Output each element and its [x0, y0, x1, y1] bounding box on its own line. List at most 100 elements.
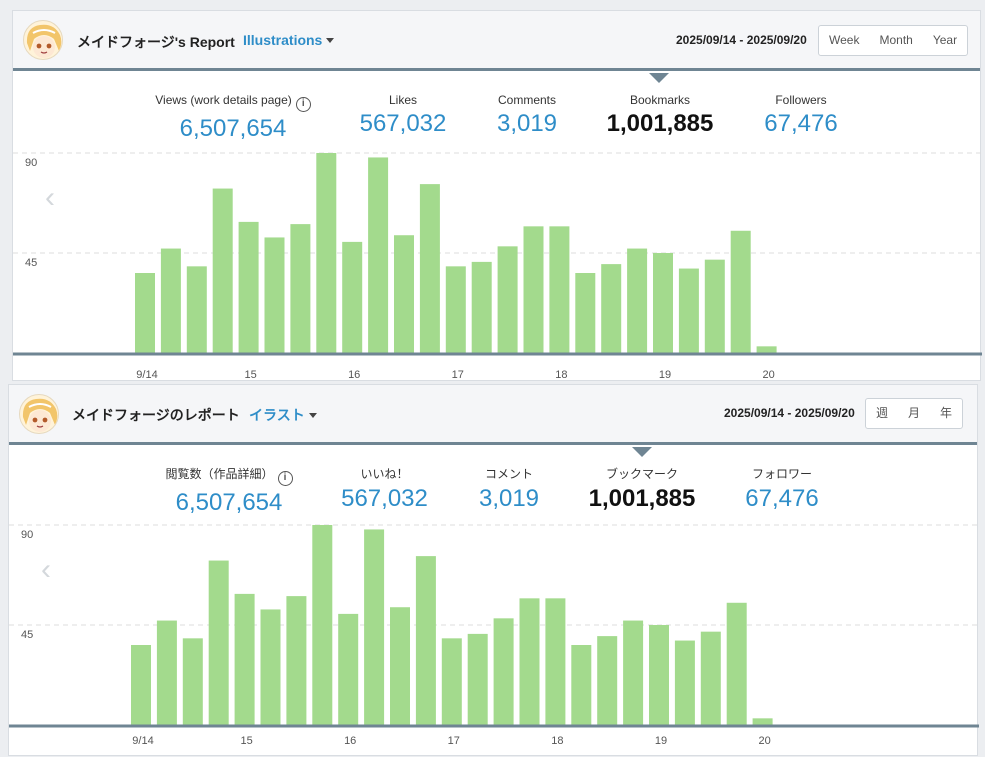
metric-value: 6,507,654	[175, 489, 283, 516]
metric-label: Views (work details page) i	[143, 93, 323, 112]
chevron-left-icon[interactable]: ‹	[45, 181, 55, 214]
chart-bar[interactable]	[549, 226, 570, 353]
chart-bar[interactable]	[368, 157, 389, 353]
chart-bar[interactable]	[390, 607, 410, 725]
chart-bar[interactable]	[316, 153, 337, 353]
chart-bar[interactable]	[471, 261, 492, 353]
chart-bar[interactable]	[264, 237, 285, 353]
period-month-button[interactable]: Month	[879, 33, 913, 47]
metric-followers[interactable]: Followers 67,476	[746, 93, 856, 138]
info-icon[interactable]: i	[295, 97, 311, 112]
avatar[interactable]	[23, 20, 63, 60]
x-tick-label: 9/14	[132, 735, 154, 747]
chart-bar[interactable]	[575, 273, 596, 353]
metric-likes[interactable]: Likes 567,032	[343, 93, 463, 138]
metric-label: Followers	[775, 93, 827, 107]
x-tick-label: 16	[348, 369, 361, 381]
x-tick-label: 17	[451, 369, 464, 381]
chart-bar[interactable]	[545, 598, 566, 725]
chart-bar[interactable]	[445, 266, 466, 353]
chart-bar[interactable]	[156, 620, 177, 725]
chart-bar[interactable]	[131, 645, 151, 725]
chart-bar[interactable]	[519, 598, 540, 725]
chart-bar[interactable]	[394, 235, 414, 353]
chart-bar[interactable]	[182, 638, 203, 725]
chart-bar[interactable]	[186, 266, 207, 353]
period-year-button[interactable]: 年	[940, 406, 953, 420]
chevron-left-icon[interactable]: ‹	[41, 553, 51, 586]
chart-bar[interactable]	[597, 636, 618, 725]
chart-bar[interactable]	[467, 633, 488, 725]
date-range: 2025/09/14 - 2025/09/20	[676, 33, 807, 47]
chart-bar[interactable]	[234, 593, 255, 725]
chart-bar[interactable]	[700, 631, 721, 725]
metric-value: 567,032	[359, 110, 447, 137]
metric-views[interactable]: Views (work details page) i 6,507,654	[143, 93, 323, 143]
avatar[interactable]	[19, 394, 59, 434]
chart-bar[interactable]	[497, 246, 518, 353]
chart-bar[interactable]	[752, 718, 773, 725]
period-week-button[interactable]: 週	[876, 406, 889, 420]
period-week-button[interactable]: Week	[829, 33, 860, 47]
chart-bar[interactable]	[212, 188, 233, 353]
chart-bar[interactable]	[627, 248, 648, 353]
period-month-button[interactable]: 月	[908, 406, 921, 420]
chart-bar[interactable]	[312, 525, 333, 725]
chart-bar[interactable]	[756, 346, 777, 353]
report-title: メイドフォージ's Report	[77, 34, 235, 50]
chart-bar[interactable]	[160, 248, 181, 353]
chart-bar[interactable]	[238, 221, 259, 353]
chart-bar[interactable]	[601, 264, 622, 353]
metric-label-text: 閲覧数（作品詳細）	[165, 467, 274, 481]
x-tick-label: 20	[762, 369, 775, 381]
chart-bar[interactable]	[726, 602, 747, 725]
metric-bookmarks[interactable]: Bookmarks 1,001,885	[595, 93, 725, 138]
category-dropdown[interactable]: Illustrations	[243, 32, 335, 48]
report-panel-english: メイドフォージ's Report Illustrations 2025/09/1…	[12, 10, 982, 381]
metric-comments[interactable]: コメント 3,019	[459, 465, 559, 513]
chart-bar[interactable]	[286, 596, 307, 725]
chart-bar[interactable]	[415, 556, 436, 725]
chart-bar[interactable]	[260, 609, 281, 725]
metric-bookmarks[interactable]: ブックマーク 1,001,885	[577, 465, 707, 513]
x-tick-label: 19	[654, 735, 668, 747]
metric-value: 3,019	[478, 485, 540, 512]
period-switcher: Week Month Year	[818, 25, 969, 56]
chart-bar[interactable]	[704, 259, 725, 353]
category-dropdown[interactable]: イラスト	[249, 405, 317, 425]
period-year-button[interactable]: Year	[932, 33, 958, 47]
x-tick-label: 18	[551, 735, 564, 747]
y-tick-label: 90	[21, 529, 34, 541]
chart-bar[interactable]	[290, 224, 311, 353]
chart-bar[interactable]	[571, 645, 592, 725]
chart-bar[interactable]	[493, 618, 514, 725]
caret-down-icon	[326, 38, 335, 43]
x-tick-label: 15	[244, 369, 257, 381]
chart-bar[interactable]	[674, 640, 695, 725]
selected-metric-pointer	[649, 73, 669, 83]
chart-bar[interactable]	[135, 273, 155, 353]
chart-bar[interactable]	[419, 184, 440, 353]
metric-value: 3,019	[496, 110, 558, 137]
chart-bar[interactable]	[730, 230, 751, 353]
chart-bar[interactable]	[623, 620, 644, 725]
chart-bar[interactable]	[523, 226, 544, 353]
chart-bar[interactable]	[653, 253, 673, 353]
metric-value: 67,476	[764, 110, 838, 137]
chart-bar[interactable]	[441, 638, 462, 725]
x-tick-label: 16	[344, 735, 357, 747]
chart-bar[interactable]	[678, 268, 699, 353]
chart-bar[interactable]	[342, 241, 363, 353]
chart-bar[interactable]	[649, 625, 669, 725]
metric-label: Bookmarks	[629, 93, 691, 107]
chart-bar[interactable]	[364, 529, 385, 725]
chart-bar[interactable]	[338, 613, 359, 725]
metric-comments[interactable]: Comments 3,019	[477, 93, 577, 138]
chart-bar[interactable]	[208, 560, 229, 725]
metric-likes[interactable]: いいね！ 567,032	[327, 465, 442, 513]
selected-metric-pointer	[632, 447, 652, 457]
info-icon[interactable]: i	[277, 471, 293, 486]
metric-views[interactable]: 閲覧数（作品詳細） i 6,507,654	[149, 465, 309, 517]
chart-canvas	[9, 524, 979, 728]
metric-followers[interactable]: フォロワー 67,476	[727, 465, 837, 513]
